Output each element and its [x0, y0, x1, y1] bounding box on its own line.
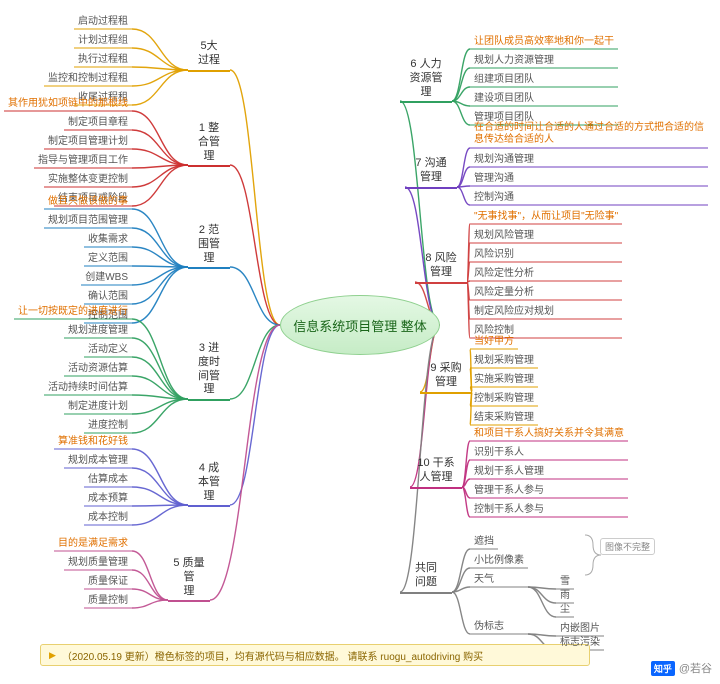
branch-node[interactable]: 1 整合管理 [188, 120, 230, 167]
leaf-sub-node[interactable]: 标志污染 [556, 631, 604, 650]
leaf-node[interactable]: 建设项目团队 [470, 87, 618, 106]
leaf-node[interactable]: 管理沟通 [470, 167, 708, 186]
center-node[interactable]: 信息系统项目管理 整体 [280, 295, 440, 355]
zhihu-user: @若谷 [679, 660, 712, 676]
side-annotation: 图像不完整 [600, 538, 655, 555]
branch-node[interactable]: 4 成本管理 [188, 460, 230, 507]
leaf-column: 目的是满足需求规划质量管理质量保证质量控制 [12, 532, 132, 608]
leaf-node[interactable]: 其作用犹如项链中的那根线 [4, 92, 132, 111]
leaf-node[interactable]: 规划项目范围管理 [44, 209, 132, 228]
leaf-node[interactable]: 当好甲方 [470, 330, 538, 349]
leaf-node[interactable]: 规划沟通管理 [470, 148, 708, 167]
leaf-node[interactable]: 成本控制 [84, 506, 132, 525]
leaf-node[interactable]: 小比例像素 [470, 549, 528, 568]
leaf-node[interactable]: 天气 [470, 568, 528, 587]
leaf-node[interactable]: 成本预算 [84, 487, 132, 506]
branch-node[interactable]: 6 人力资源管理 [400, 56, 452, 103]
center-label: 信息系统项目管理 整体 [293, 316, 427, 335]
leaf-node[interactable]: 制定项目章程 [64, 111, 132, 130]
leaf-column: 让团队成员高效率地和你一起干规划人力资源管理组建项目团队建设项目团队管理项目团队 [470, 30, 618, 125]
leaf-node[interactable]: 实施采购管理 [470, 368, 538, 387]
branch-node[interactable]: 10 干系人管理 [410, 455, 462, 489]
leaf-node[interactable]: 控制沟通 [470, 186, 708, 205]
leaf-node[interactable]: "无事找事"，从而让项目"无险事" [470, 205, 622, 224]
leaf-node[interactable]: 让一切按既定的进度进行 [14, 300, 132, 319]
leaf-node[interactable]: 风险定量分析 [470, 281, 622, 300]
leaf-column: 其作用犹如项链中的那根线制定项目章程制定项目管理计划指导与管理项目工作实施整体变… [12, 92, 132, 206]
leaf-node[interactable]: 算准钱和花好钱 [54, 430, 132, 449]
footer-triangle-icon: ▶ [49, 650, 56, 661]
footer-text: （2020.05.19 更新）橙色标签的项目，均有源代码与相应数据。 请联系 r… [62, 648, 483, 663]
branch-node[interactable]: 共同问题 [400, 560, 452, 594]
leaf-node[interactable]: 让团队成员高效率地和你一起干 [470, 30, 618, 49]
leaf-node[interactable]: 规划质量管理 [64, 551, 132, 570]
leaf-node[interactable]: 估算成本 [84, 468, 132, 487]
leaf-node[interactable]: 创建WBS [81, 266, 132, 285]
zhihu-watermark: 知乎 @若谷 [651, 660, 712, 676]
leaf-node[interactable]: 规划采购管理 [470, 349, 538, 368]
leaf-node[interactable]: 在合适的时间让合适的人通过合适的方式把合适的信息传达给合适的人 [470, 120, 708, 148]
leaf-node[interactable]: 组建项目团队 [470, 68, 618, 87]
leaf-node[interactable]: 定义范围 [84, 247, 132, 266]
zhihu-logo-icon: 知乎 [651, 661, 675, 676]
mindmap-canvas: 信息系统项目管理 整体 ▶ （2020.05.19 更新）橙色标签的项目，均有源… [0, 0, 720, 684]
leaf-node[interactable]: 目的是满足需求 [54, 532, 132, 551]
branch-node[interactable]: 2 范围管理 [188, 222, 230, 269]
leaf-node[interactable]: 监控和控制过程租 [44, 67, 132, 86]
leaf-node[interactable]: 规划风险管理 [470, 224, 622, 243]
leaf-node[interactable]: 制定进度计划 [64, 395, 132, 414]
leaf-node[interactable]: 活动持续时间估算 [44, 376, 132, 395]
leaf-node[interactable]: 管理干系人参与 [470, 479, 628, 498]
branch-node[interactable]: 8 风险管理 [415, 250, 467, 284]
branch-node[interactable]: 9 采购管理 [420, 360, 472, 394]
leaf-node[interactable]: 质量保证 [84, 570, 132, 589]
leaf-node[interactable]: 控制干系人参与 [470, 498, 628, 517]
leaf-node[interactable]: 风险定性分析 [470, 262, 622, 281]
leaf-node[interactable]: 控制采购管理 [470, 387, 538, 406]
leaf-node[interactable]: 活动定义 [84, 338, 132, 357]
leaf-sub-node[interactable]: 尘 [556, 598, 574, 617]
leaf-column: 和项目干系人搞好关系并令其满意识别干系人规划干系人管理管理干系人参与控制干系人参… [470, 422, 628, 517]
leaf-node[interactable]: 收集需求 [84, 228, 132, 247]
leaf-node[interactable]: 执行过程租 [74, 48, 132, 67]
leaf-column: 在合适的时间让合适的人通过合适的方式把合适的信息传达给合适的人规划沟通管理管理沟… [470, 120, 708, 205]
leaf-column: "无事找事"，从而让项目"无险事"规划风险管理风险识别风险定性分析风险定量分析制… [470, 205, 622, 338]
leaf-node[interactable]: 规划干系人管理 [470, 460, 628, 479]
branch-node[interactable]: 3 进度时间管理 [188, 340, 230, 401]
leaf-column: 当好甲方规划采购管理实施采购管理控制采购管理结束采购管理 [470, 330, 538, 425]
leaf-column: 算准钱和花好钱规划成本管理估算成本成本预算成本控制 [12, 430, 132, 525]
leaf-node[interactable]: 质量控制 [84, 589, 132, 608]
leaf-node[interactable]: 风险识别 [470, 243, 622, 262]
leaf-node[interactable]: 规划进度管理 [64, 319, 132, 338]
leaf-node[interactable]: 制定风险应对规划 [470, 300, 622, 319]
leaf-node[interactable]: 计划过程组 [74, 29, 132, 48]
leaf-node[interactable]: 遮挡 [470, 530, 528, 549]
leaf-node[interactable]: 做且只做该做的事 [44, 190, 132, 209]
side-annotation-text: 图像不完整 [605, 542, 650, 552]
leaf-column: 让一切按既定的进度进行规划进度管理活动定义活动资源估算活动持续时间估算制定进度计… [12, 300, 132, 433]
branch-node[interactable]: 7 沟通管理 [405, 155, 457, 189]
leaf-column: 启动过程租计划过程组执行过程租监控和控制过程租收尾过程租 [12, 10, 132, 105]
leaf-node[interactable]: 活动资源估算 [64, 357, 132, 376]
leaf-node[interactable]: 启动过程租 [74, 10, 132, 29]
leaf-node[interactable]: 识别干系人 [470, 441, 628, 460]
branch-node[interactable]: 5大过程 [188, 38, 230, 72]
leaf-node[interactable]: 指导与管理项目工作 [34, 149, 132, 168]
leaf-node[interactable]: 规划成本管理 [64, 449, 132, 468]
leaf-node[interactable]: 实施整体变更控制 [44, 168, 132, 187]
branch-node[interactable]: 5 质量管理 [168, 555, 210, 602]
leaf-column: 遮挡小比例像素天气伪标志 [470, 530, 528, 648]
leaf-node[interactable]: 和项目干系人搞好关系并令其满意 [470, 422, 628, 441]
leaf-node[interactable]: 制定项目管理计划 [44, 130, 132, 149]
leaf-node[interactable]: 规划人力资源管理 [470, 49, 618, 68]
leaf-node[interactable]: 伪标志 [470, 615, 528, 634]
